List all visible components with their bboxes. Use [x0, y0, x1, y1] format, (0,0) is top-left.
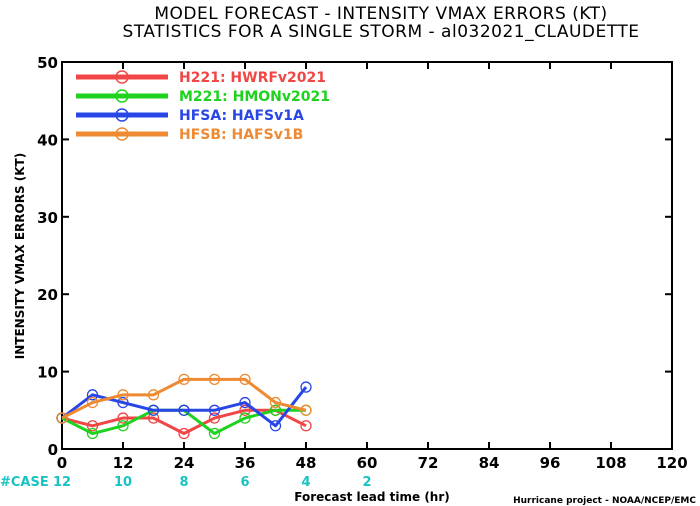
case-count: 2: [362, 475, 371, 490]
data-point: [56, 412, 68, 424]
credit-text: Hurricane project - NOAA/NCEP/EMC: [513, 496, 696, 506]
x-axis-label: Forecast lead time (hr): [294, 490, 450, 504]
data-point: [178, 404, 190, 416]
chart-title-line1: MODEL FORECAST - INTENSITY VMAX ERRORS (…: [154, 4, 607, 24]
plot-area: [61, 61, 673, 450]
legend: H221: HWRFv2021 M221: HMONv2021 HFSA: HAFS…: [76, 70, 330, 143]
data-point: [300, 404, 312, 416]
x-tick-label: 36: [235, 454, 256, 472]
legend-marker: [115, 70, 129, 84]
data-point: [300, 381, 312, 393]
series-layer: [56, 373, 312, 440]
data-point: [86, 427, 99, 440]
data-point: [239, 373, 251, 385]
data-point: [208, 373, 221, 385]
case-count: 6: [240, 475, 249, 490]
legend-marker: [115, 108, 129, 122]
x-tick-label: 108: [595, 454, 626, 472]
data-point: [86, 396, 99, 409]
y-axis-label: INTENSITY VMAX ERRORS (KT): [13, 153, 27, 359]
x-tick-label: 72: [418, 454, 439, 472]
x-tick-label: 96: [540, 454, 561, 472]
legend-entry: M221: HMONv2021: [179, 89, 330, 105]
data-point: [239, 404, 251, 416]
legend-entry: HFSB: HAFSv1B: [179, 127, 303, 143]
case-counts: 12 10 8 6 4 2: [53, 475, 372, 490]
x-tick-label: 48: [296, 454, 317, 472]
data-point: [86, 389, 99, 401]
data-point: [269, 396, 282, 409]
data-point: [147, 412, 160, 424]
case-count: 8: [179, 475, 188, 490]
data-point: [208, 412, 221, 424]
data-point: [269, 420, 282, 432]
x-tick-label: 60: [357, 454, 378, 472]
y-tick-label: 20: [37, 286, 58, 304]
data-point: [208, 427, 221, 440]
x-axis: 0 12 24 36 48 60 72 84 96 108 120: [57, 62, 688, 472]
legend-marker: [115, 89, 129, 103]
series-line: [61, 377, 307, 420]
data-point: [208, 404, 221, 416]
data-point: [239, 396, 251, 409]
case-count: 12: [53, 475, 71, 490]
legend-marker: [115, 127, 129, 141]
data-point: [117, 420, 129, 432]
data-point: [117, 389, 129, 401]
x-tick-label: 24: [174, 454, 195, 472]
data-point: [239, 412, 251, 424]
y-tick-label: 30: [37, 209, 58, 227]
data-point: [269, 404, 282, 416]
series-line: [61, 408, 307, 436]
y-tick-label: 40: [37, 131, 58, 149]
chart-title-line2: STATISTICS FOR A SINGLE STORM - al032021…: [123, 22, 640, 42]
data-point: [178, 427, 190, 440]
case-count: 10: [114, 475, 132, 490]
series-4: [56, 373, 312, 424]
data-point: [147, 389, 160, 401]
legend-entry: H221: HWRFv2021: [179, 70, 326, 86]
data-point: [86, 420, 99, 432]
x-tick-label: 12: [113, 454, 134, 472]
y-tick-label: 10: [37, 364, 58, 382]
x-tick-label: 0: [57, 454, 67, 472]
case-label: #CASE: [0, 475, 49, 490]
series-line: [61, 386, 308, 428]
case-count: 4: [301, 475, 310, 490]
y-axis: 0 10 20 30 40 50: [37, 54, 672, 459]
y-tick-label: 50: [37, 54, 58, 72]
data-point: [147, 404, 160, 416]
data-point: [178, 373, 190, 385]
legend-entry: HFSA: HAFSv1A: [179, 108, 304, 124]
x-tick-label: 84: [479, 454, 500, 472]
x-tick-label: 120: [656, 454, 687, 472]
data-point: [300, 420, 312, 432]
data-point: [117, 396, 129, 409]
data-point: [117, 412, 129, 424]
y-tick-label: 0: [48, 441, 58, 459]
